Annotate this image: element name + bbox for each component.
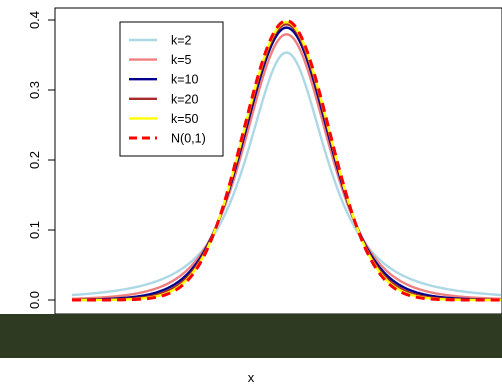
y-tick-label: 0.0 — [27, 291, 42, 309]
curves-layer — [71, 19, 502, 302]
legend-box — [119, 21, 224, 157]
y-tick-label: 0.2 — [27, 151, 42, 169]
y-tick-label: 0.1 — [27, 221, 42, 239]
overlay-banner — [0, 314, 502, 358]
legend-label: k=20 — [171, 92, 199, 106]
legend-label: k=2 — [171, 34, 192, 48]
legend-label: k=10 — [171, 73, 199, 87]
y-axis: 0.0 0.1 0.2 0.3 0.4 — [27, 11, 55, 309]
legend-label: k=50 — [171, 112, 199, 126]
series-line-k-10 — [71, 26, 502, 301]
y-tick-label: 0.3 — [27, 81, 42, 99]
legend: k=2 k=5 k=10 k=20 k=50 N(0,1) — [119, 21, 224, 157]
x-axis-label: x — [247, 370, 255, 385]
series-line-k-2 — [71, 51, 502, 297]
legend-label: k=5 — [171, 53, 192, 67]
series-line-k-5 — [71, 33, 502, 300]
y-tick-label: 0.4 — [27, 11, 42, 29]
legend-label: N(0,1) — [171, 132, 206, 146]
series-line-k-50 — [72, 20, 501, 302]
